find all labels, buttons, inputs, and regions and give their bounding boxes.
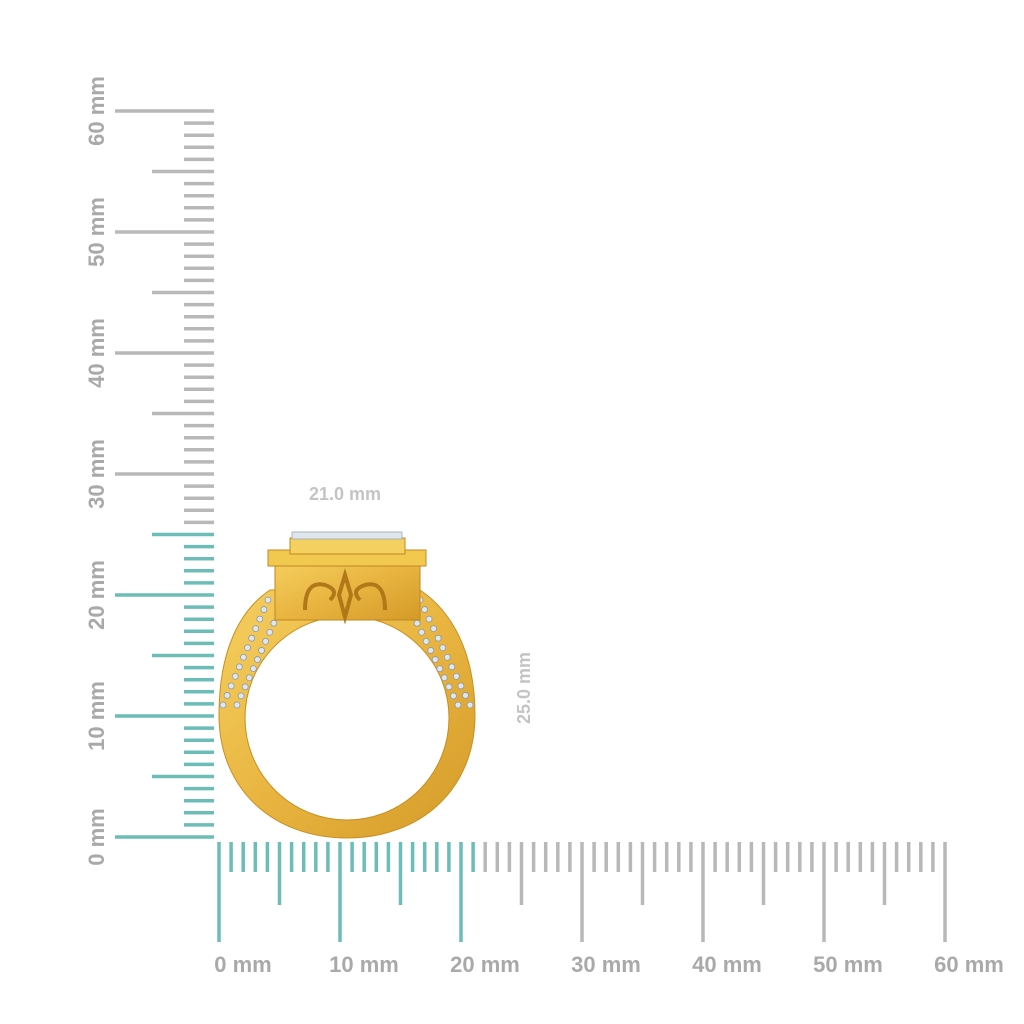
diamond bbox=[452, 672, 460, 680]
diamond bbox=[223, 692, 231, 699]
diamond bbox=[425, 615, 433, 623]
ruler-label: 40 mm bbox=[84, 318, 109, 388]
top-diamonds bbox=[291, 531, 403, 540]
diamond bbox=[252, 625, 260, 633]
ruler-label: 60 mm bbox=[84, 76, 109, 146]
diamond bbox=[462, 692, 469, 699]
ruler-label: 60 mm bbox=[934, 952, 1004, 977]
center-stone-plate bbox=[289, 537, 406, 555]
diamond bbox=[450, 692, 457, 700]
ruler-label: 40 mm bbox=[692, 952, 762, 977]
ruler-label: 0 mm bbox=[214, 952, 271, 977]
diamond bbox=[256, 615, 264, 623]
diamond bbox=[240, 653, 247, 661]
ruler-label: 50 mm bbox=[813, 952, 883, 977]
ruler-label: 30 mm bbox=[84, 439, 109, 509]
ruler-label: 20 mm bbox=[450, 952, 520, 977]
shoulder-diamonds bbox=[219, 596, 474, 709]
diamond bbox=[266, 628, 274, 636]
diamond bbox=[262, 637, 270, 645]
diamond bbox=[249, 665, 257, 673]
diamond bbox=[258, 647, 265, 654]
diamond bbox=[439, 644, 447, 652]
diamond bbox=[427, 647, 435, 654]
diamond bbox=[245, 674, 253, 682]
ruler-label: 10 mm bbox=[329, 952, 399, 977]
diamond bbox=[235, 663, 243, 671]
ring-image bbox=[218, 531, 476, 839]
diamond bbox=[241, 683, 249, 691]
diamond bbox=[248, 634, 256, 642]
horizontal-ruler bbox=[217, 842, 947, 942]
diamond bbox=[264, 596, 272, 604]
diamond bbox=[244, 644, 251, 652]
ring-band bbox=[218, 589, 476, 839]
vertical-ruler-labels: 0 mm 10 mm 20 mm 30 mm 40 mm 50 mm 60 mm bbox=[84, 76, 109, 866]
diamond bbox=[254, 656, 261, 663]
diamond bbox=[421, 606, 428, 613]
horizontal-ruler-labels: 0 mm 10 mm 20 mm 30 mm 40 mm 50 mm 60 mm bbox=[214, 952, 1004, 977]
diamond bbox=[443, 653, 451, 661]
diamond bbox=[237, 692, 245, 700]
diamond bbox=[448, 663, 456, 671]
ruler-label: 50 mm bbox=[84, 197, 109, 267]
diamond bbox=[227, 682, 235, 690]
diamond bbox=[270, 619, 278, 627]
ruler-label: 20 mm bbox=[84, 560, 109, 630]
ruler-label: 30 mm bbox=[571, 952, 641, 977]
diamond bbox=[231, 672, 239, 680]
diamond bbox=[434, 634, 442, 642]
diamond bbox=[413, 619, 421, 627]
vertical-ruler bbox=[115, 109, 214, 839]
ruler-label: 0 mm bbox=[84, 808, 109, 865]
ruler-label: 10 mm bbox=[84, 681, 109, 751]
width-measurement: 21.0 mm bbox=[309, 484, 381, 504]
diamond bbox=[233, 701, 241, 709]
diamond bbox=[418, 628, 426, 636]
diamond bbox=[440, 674, 448, 682]
diamond bbox=[466, 701, 474, 709]
diamond bbox=[431, 656, 439, 663]
diamond bbox=[422, 637, 430, 645]
diamond bbox=[454, 701, 462, 709]
filigree bbox=[303, 568, 387, 625]
diamond bbox=[457, 682, 465, 690]
diamond bbox=[436, 665, 444, 673]
diamond bbox=[219, 701, 227, 709]
diamond bbox=[445, 683, 453, 691]
diamond bbox=[260, 606, 268, 613]
height-measurement: 25.0 mm bbox=[514, 652, 534, 724]
diamond bbox=[430, 625, 438, 633]
